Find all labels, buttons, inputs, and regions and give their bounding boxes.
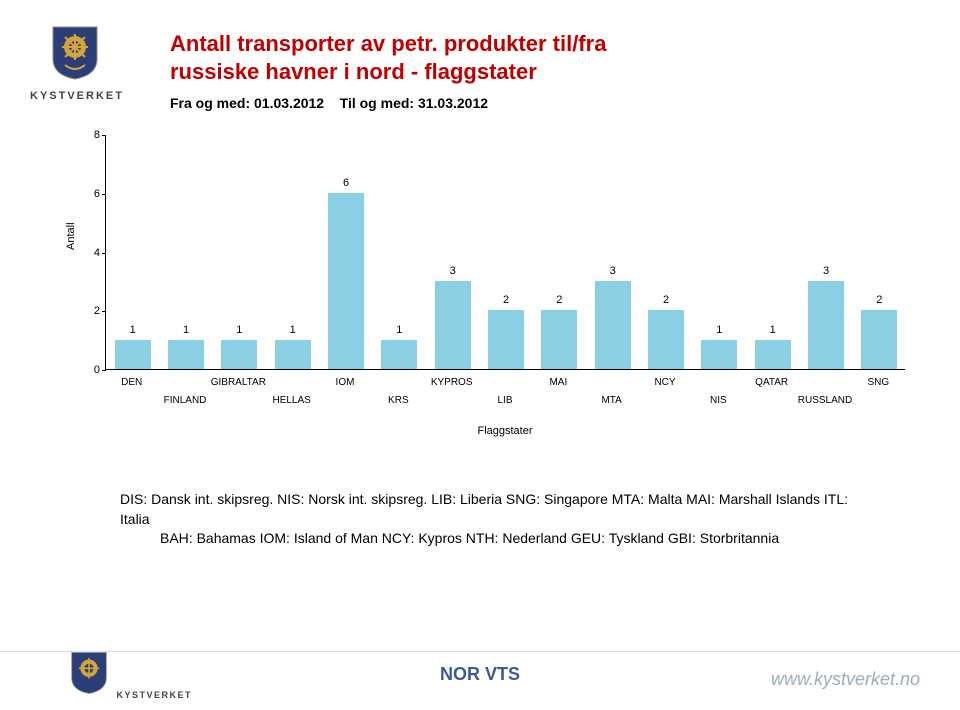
- bar-value-label: 2: [648, 294, 684, 306]
- bar-value-label: 3: [808, 265, 844, 277]
- y-tick-label: 6: [94, 188, 100, 200]
- y-axis-label: Antall: [65, 222, 77, 250]
- bar: 3: [595, 281, 631, 369]
- fra-label: Fra og med:: [170, 95, 250, 111]
- bar-value-label: 1: [755, 324, 791, 336]
- x-tick-label: RUSSLAND: [798, 395, 852, 406]
- bar: 1: [221, 340, 257, 369]
- bar-value-label: 1: [275, 324, 311, 336]
- x-tick-label: NIS: [710, 395, 727, 406]
- y-tick-label: 2: [94, 305, 100, 317]
- y-tick: [102, 253, 106, 254]
- bar: 1: [168, 340, 204, 369]
- bar: 2: [488, 310, 524, 369]
- bar-value-label: 1: [168, 324, 204, 336]
- shield-icon: [51, 25, 99, 81]
- y-tick: [102, 370, 106, 371]
- x-tick-label: HELLAS: [272, 395, 310, 406]
- bar-chart: Antall 02468111161322321132 DENFINLANDGI…: [55, 130, 915, 450]
- bar: 1: [701, 340, 737, 369]
- bar-value-label: 2: [541, 294, 577, 306]
- y-tick-label: 4: [94, 247, 100, 259]
- legend-line2: BAH: Bahamas IOM: Island of Man NCY: Kyp…: [120, 529, 880, 549]
- x-tick-label: KYPROS: [431, 377, 473, 388]
- footer-url: www.kystverket.no: [771, 669, 920, 690]
- legend-line1: DIS: Dansk int. skipsreg. NIS: Norsk int…: [120, 490, 880, 529]
- y-tick: [102, 135, 106, 136]
- bar-value-label: 1: [115, 324, 151, 336]
- org-logo: KYSTVERKET: [30, 25, 120, 102]
- x-tick-label: SNG: [867, 377, 889, 388]
- bar: 1: [275, 340, 311, 369]
- y-tick: [102, 194, 106, 195]
- x-axis-title: Flaggstater: [105, 425, 905, 437]
- bar-value-label: 1: [381, 324, 417, 336]
- bar-value-label: 2: [488, 294, 524, 306]
- x-tick-label: MTA: [601, 395, 621, 406]
- bar: 2: [541, 310, 577, 369]
- x-tick-label: GIBRALTAR: [211, 377, 266, 388]
- footer: KYSTVERKET NOR VTS www.kystverket.no: [0, 650, 960, 710]
- bar: 1: [115, 340, 151, 369]
- page-title: Antall transporter av petr. produkter ti…: [170, 30, 606, 85]
- bar-value-label: 6: [328, 177, 364, 189]
- fra-value: 01.03.2012: [254, 95, 324, 111]
- date-range: Fra og med: 01.03.2012 Til og med: 31.03…: [170, 95, 488, 111]
- chart-plot: 02468111161322321132: [105, 135, 905, 370]
- bar: 1: [381, 340, 417, 369]
- bar: 2: [648, 310, 684, 369]
- bar: 3: [808, 281, 844, 369]
- x-tick-label: KRS: [388, 395, 409, 406]
- x-tick-label: FINLAND: [164, 395, 207, 406]
- y-tick: [102, 311, 106, 312]
- legend-definitions: DIS: Dansk int. skipsreg. NIS: Norsk int…: [120, 490, 880, 549]
- x-tick-label: DEN: [121, 377, 142, 388]
- til-label: Til og med:: [340, 95, 414, 111]
- bar: 1: [755, 340, 791, 369]
- til-value: 31.03.2012: [418, 95, 488, 111]
- x-tick-label: QATAR: [755, 377, 788, 388]
- x-tick-label: NCY: [654, 377, 675, 388]
- footer-org-name: KYSTVERKET: [116, 690, 192, 700]
- title-line2: russiske havner i nord - flaggstater: [170, 58, 606, 86]
- bar: 6: [328, 193, 364, 369]
- bar: 3: [435, 281, 471, 369]
- x-tick-label: MAI: [549, 377, 567, 388]
- bar-value-label: 1: [701, 324, 737, 336]
- bar: 2: [861, 310, 897, 369]
- x-tick-label: IOM: [336, 377, 355, 388]
- bar-value-label: 3: [435, 265, 471, 277]
- title-line1: Antall transporter av petr. produkter ti…: [170, 30, 606, 58]
- org-name: KYSTVERKET: [30, 90, 120, 102]
- bar-value-label: 2: [861, 294, 897, 306]
- bar-value-label: 1: [221, 324, 257, 336]
- y-tick-label: 0: [94, 364, 100, 376]
- y-tick-label: 8: [94, 129, 100, 141]
- bar-value-label: 3: [595, 265, 631, 277]
- x-tick-label: LIB: [497, 395, 512, 406]
- x-axis-labels: DEN FINLAND GIBRALTAR HELLAS IOM KRS KYPROS LIB…: [105, 375, 905, 425]
